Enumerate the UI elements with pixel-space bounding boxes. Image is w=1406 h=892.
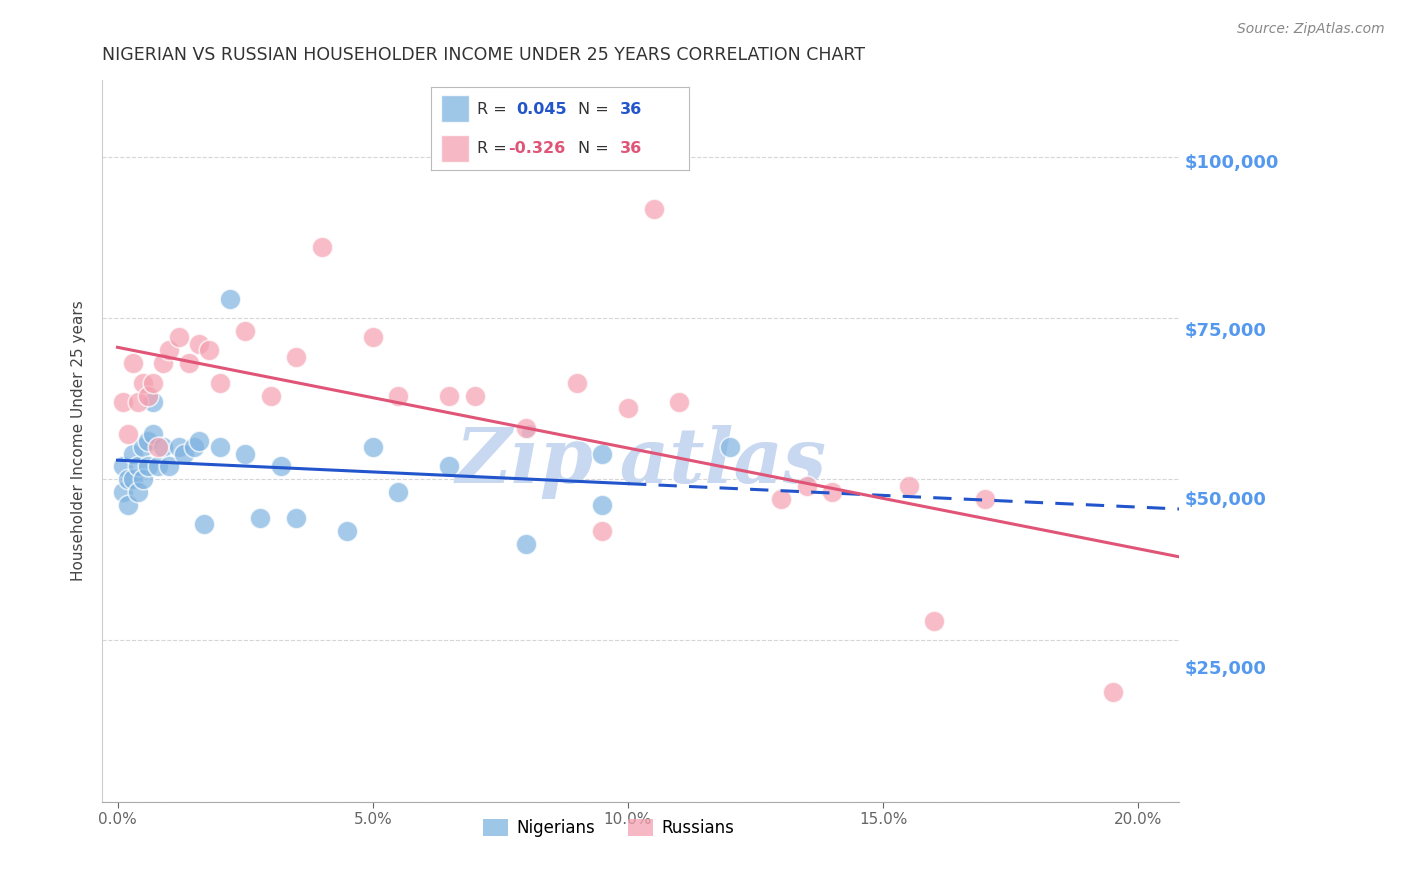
Point	[136, 388, 159, 402]
Legend: Nigerians, Russians: Nigerians, Russians	[477, 813, 741, 844]
Text: Source: ZipAtlas.com: Source: ZipAtlas.com	[1237, 22, 1385, 37]
Point	[188, 337, 211, 351]
Point	[188, 434, 211, 448]
Point	[132, 472, 155, 486]
Point	[167, 440, 190, 454]
Point	[208, 440, 231, 454]
Point	[117, 472, 139, 486]
Point	[183, 440, 205, 454]
Point	[167, 330, 190, 344]
Point	[117, 427, 139, 442]
Point	[285, 350, 308, 364]
Point	[127, 395, 149, 409]
Point	[142, 427, 165, 442]
Point	[1102, 685, 1125, 699]
Point	[387, 388, 409, 402]
Point	[136, 459, 159, 474]
Point	[121, 356, 143, 370]
Point	[770, 491, 793, 506]
Point	[193, 517, 215, 532]
Point	[208, 376, 231, 390]
Point	[148, 440, 170, 454]
Point	[464, 388, 486, 402]
Point	[439, 459, 461, 474]
Point	[591, 446, 613, 460]
Point	[311, 240, 333, 254]
Point	[974, 491, 997, 506]
Point	[198, 343, 221, 358]
Point	[111, 395, 134, 409]
Point	[668, 395, 690, 409]
Point	[591, 524, 613, 538]
Point	[643, 202, 665, 216]
Point	[121, 446, 143, 460]
Point	[270, 459, 292, 474]
Point	[157, 459, 180, 474]
Point	[361, 440, 384, 454]
Point	[617, 401, 640, 416]
Text: NIGERIAN VS RUSSIAN HOUSEHOLDER INCOME UNDER 25 YEARS CORRELATION CHART: NIGERIAN VS RUSSIAN HOUSEHOLDER INCOME U…	[103, 46, 865, 64]
Text: Zip atlas: Zip atlas	[456, 425, 827, 500]
Point	[361, 330, 384, 344]
Point	[132, 376, 155, 390]
Point	[121, 472, 143, 486]
Point	[218, 292, 240, 306]
Point	[796, 479, 818, 493]
Point	[132, 440, 155, 454]
Point	[515, 537, 537, 551]
Point	[387, 485, 409, 500]
Point	[821, 485, 844, 500]
Point	[718, 440, 741, 454]
Point	[565, 376, 588, 390]
Point	[157, 343, 180, 358]
Point	[111, 459, 134, 474]
Point	[177, 356, 200, 370]
Point	[142, 376, 165, 390]
Point	[233, 446, 256, 460]
Y-axis label: Householder Income Under 25 years: Householder Income Under 25 years	[72, 301, 86, 581]
Point	[922, 614, 945, 628]
Point	[897, 479, 920, 493]
Point	[111, 485, 134, 500]
Point	[142, 395, 165, 409]
Point	[260, 388, 283, 402]
Point	[515, 421, 537, 435]
Point	[152, 440, 174, 454]
Point	[127, 485, 149, 500]
Point	[249, 511, 271, 525]
Point	[285, 511, 308, 525]
Point	[439, 388, 461, 402]
Point	[148, 459, 170, 474]
Point	[152, 356, 174, 370]
Point	[336, 524, 359, 538]
Point	[127, 459, 149, 474]
Point	[136, 434, 159, 448]
Point	[173, 446, 195, 460]
Point	[117, 498, 139, 512]
Point	[233, 324, 256, 338]
Point	[591, 498, 613, 512]
